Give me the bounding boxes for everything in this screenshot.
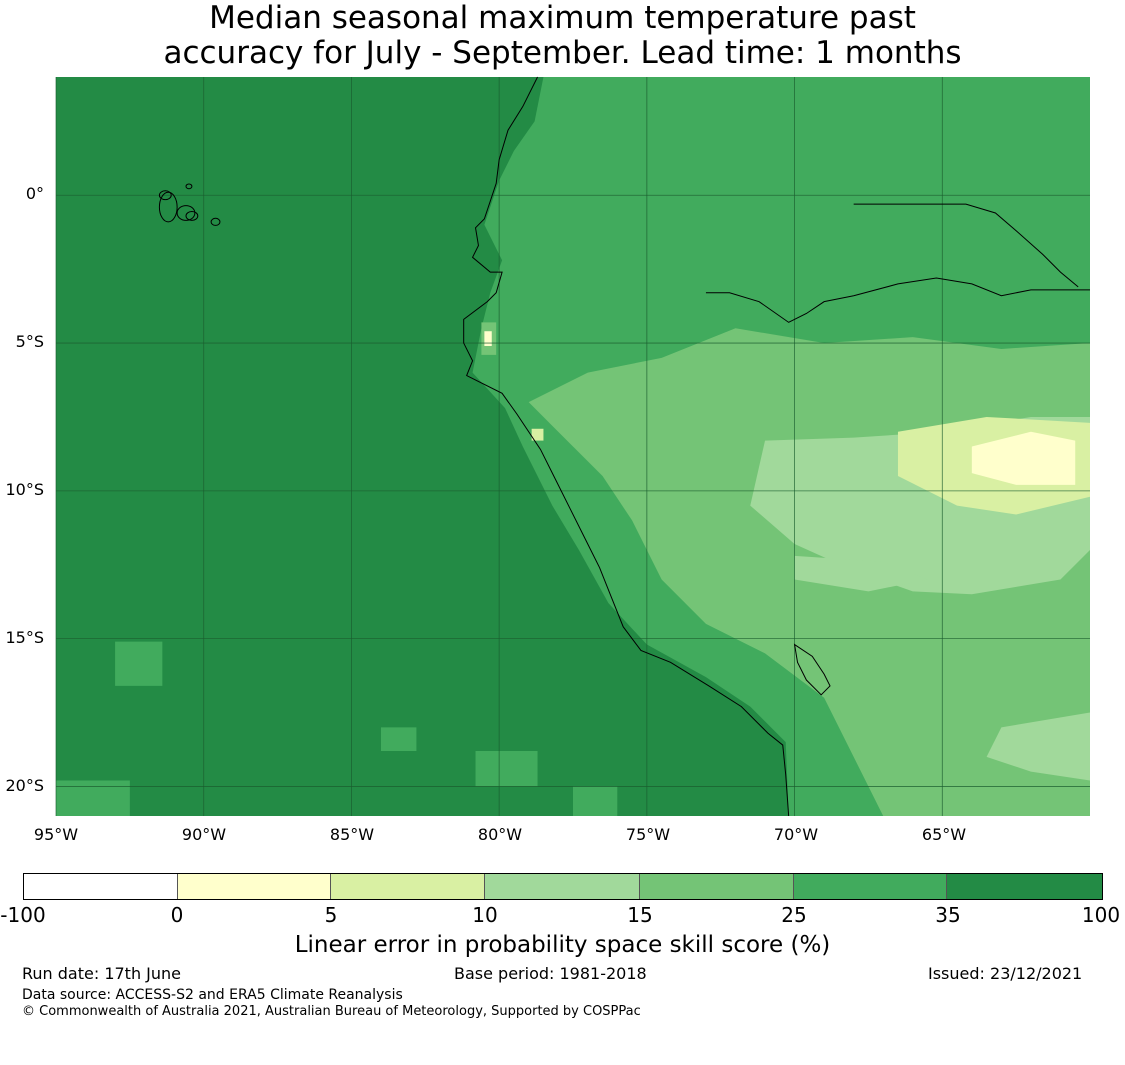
lat-label-0: 0°	[25, 184, 44, 203]
lon-label-65w: 65°W	[921, 825, 967, 844]
skill-score-map	[55, 76, 1090, 817]
issued-date: Issued: 23/12/2021	[928, 964, 1083, 983]
run-date: Run date: 17th June	[22, 964, 182, 983]
ocean-patch	[56, 780, 130, 816]
lon-label-85w: 85°W	[329, 825, 375, 844]
colorbar-segment-10-15	[485, 874, 640, 899]
chart-title-line-2: accuracy for July - September. Lead time…	[163, 35, 962, 71]
lon-label-75w: 75°W	[625, 825, 671, 844]
coastline	[463, 76, 790, 817]
negro-river	[853, 203, 1079, 288]
lon-label-80w: 80°W	[477, 825, 523, 844]
colorbar-segment-15-25	[639, 874, 794, 899]
colorbar-segment-35-100	[947, 874, 1103, 899]
ocean-patch	[380, 727, 417, 751]
lat-label-15s: 15°S	[5, 628, 44, 647]
land-region-0-5	[971, 431, 1076, 485]
colorbar-tick: 15	[627, 903, 653, 927]
lon-label-90w: 90°W	[181, 825, 227, 844]
ocean-patch	[115, 641, 163, 686]
lake-titicaca	[793, 643, 831, 696]
colorbar-tick: 10	[472, 903, 498, 927]
coastal-patch-light	[484, 331, 492, 346]
ocean-patch	[475, 750, 538, 787]
colorbar-tick: 100	[1081, 903, 1121, 927]
coastal-patch-light-2	[531, 428, 544, 441]
galapagos-island	[210, 217, 221, 226]
colorbar-tick: -100	[0, 903, 46, 927]
colorbar-tick: 35	[935, 903, 961, 927]
amazon-river	[705, 277, 1090, 323]
base-period: Base period: 1981-2018	[454, 964, 647, 983]
colorbar-tick: 25	[781, 903, 807, 927]
galapagos-island	[185, 183, 193, 190]
galapagos-island	[158, 190, 172, 201]
chart-title-line-1: Median seasonal maximum temperature past	[209, 0, 916, 36]
colorbar-segment-0-5	[177, 874, 332, 899]
colorbar	[23, 873, 1103, 900]
lat-label-20s: 20°S	[5, 776, 44, 795]
lat-label-10s: 10°S	[5, 480, 44, 499]
copyright: © Commonwealth of Australia 2021, Austra…	[22, 1004, 641, 1019]
colorbar-label: Linear error in probability space skill …	[294, 932, 831, 958]
lat-label-5s: 5°S	[15, 332, 44, 351]
lon-label-70w: 70°W	[773, 825, 819, 844]
colorbar-segment-5-10	[331, 874, 486, 899]
colorbar-segment-25-35	[793, 874, 948, 899]
colorbar-tick: 5	[324, 903, 338, 927]
galapagos-island	[158, 191, 178, 223]
galapagos-island	[185, 210, 199, 221]
colorbar-segment-neg100-0	[24, 874, 178, 899]
ocean-patch	[573, 786, 618, 816]
colorbar-tick: 0	[170, 903, 184, 927]
galapagos-island	[176, 205, 196, 221]
data-source: Data source: ACCESS-S2 and ERA5 Climate …	[22, 987, 403, 1003]
land-region-10-15-b	[794, 555, 928, 592]
land-region-10-15-south	[986, 712, 1090, 781]
lon-label-95w: 95°W	[33, 825, 79, 844]
